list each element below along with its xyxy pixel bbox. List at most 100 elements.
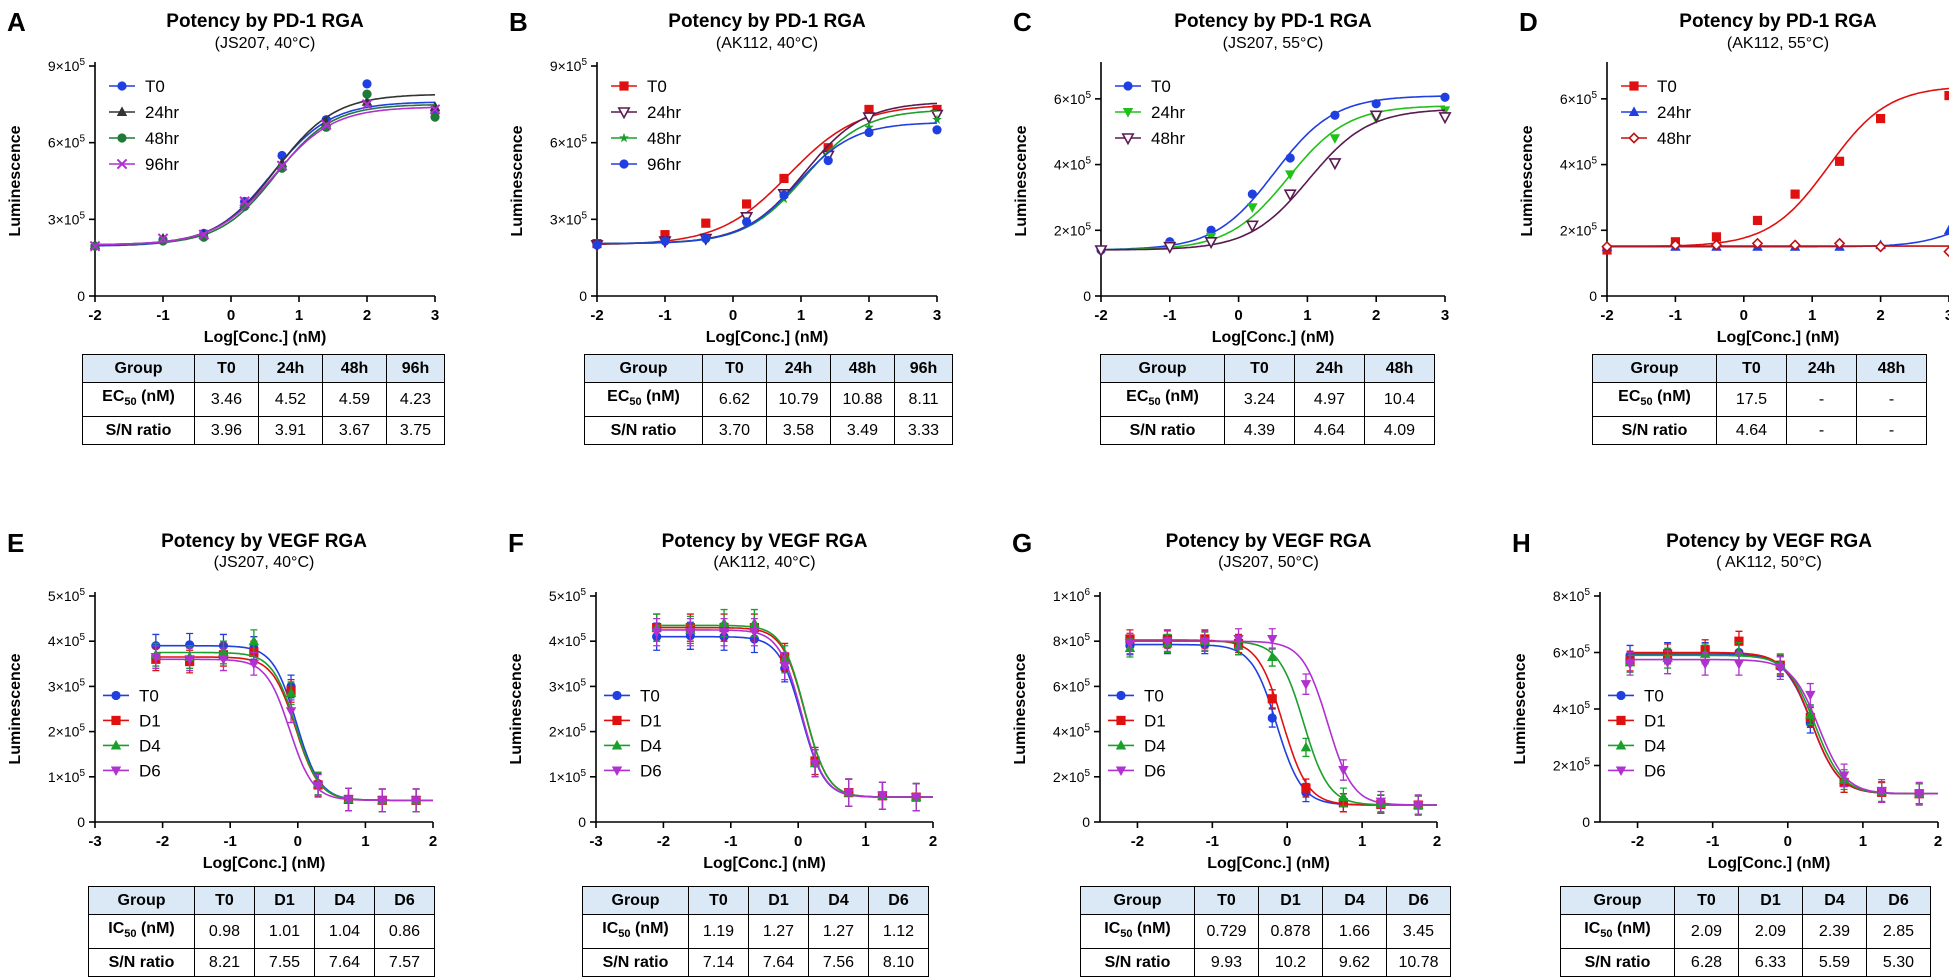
table-row-metric: IC50 (nM) 0.98 1.01 1.04 0.86 bbox=[88, 913, 435, 950]
data-point bbox=[361, 99, 373, 110]
x-axis-label: Log[Conc.] (nM) bbox=[706, 329, 829, 346]
legend-item: D1 bbox=[604, 711, 662, 730]
chart-title: Potency by VEGF RGA bbox=[662, 531, 868, 552]
legend-label: T0 bbox=[1657, 77, 1677, 96]
chart-title: Potency by PD-1 RGA bbox=[668, 11, 866, 32]
series-t0 bbox=[90, 79, 440, 251]
metric-name: EC bbox=[102, 388, 125, 405]
metric-subscript: 50 bbox=[1148, 396, 1161, 409]
data-point bbox=[1267, 651, 1278, 662]
legend-label: D1 bbox=[139, 711, 161, 730]
data-point bbox=[1330, 110, 1340, 120]
data-point bbox=[1876, 786, 1887, 797]
table-header-row: Group T0 24h 48h bbox=[1592, 354, 1927, 383]
data-point bbox=[1328, 158, 1342, 171]
legend: T0 D1 D4 D6 bbox=[103, 686, 161, 780]
legend-label: D4 bbox=[640, 736, 662, 755]
y-axis-label: Luminescence bbox=[1519, 125, 1536, 236]
table-cell: 1.19 bbox=[688, 913, 749, 950]
table-cell: 4.59 bbox=[322, 381, 387, 418]
data-point bbox=[312, 781, 324, 792]
metric-unit: (nM) bbox=[1160, 388, 1199, 405]
data-point bbox=[1789, 239, 1801, 251]
legend-item: T0 bbox=[611, 77, 667, 96]
data-point bbox=[199, 232, 209, 242]
data-point bbox=[285, 707, 297, 717]
table-header-group: Group bbox=[82, 354, 195, 383]
data-point bbox=[362, 89, 372, 99]
y-tick-label: 0 bbox=[1083, 288, 1091, 304]
table-row-sn: S/N ratio 4.39 4.64 4.09 bbox=[1100, 416, 1435, 446]
table-header-cell: D1 bbox=[1258, 886, 1323, 915]
table-row-metric: IC50 (nM) 1.19 1.27 1.27 1.12 bbox=[582, 913, 929, 950]
table-cell: 10.2 bbox=[1258, 948, 1323, 977]
data-point bbox=[701, 233, 711, 244]
table-cell: 2.39 bbox=[1802, 913, 1867, 950]
x-tick-label: 3 bbox=[933, 307, 941, 324]
legend-marker bbox=[612, 690, 622, 701]
legend-item: D1 bbox=[1108, 711, 1166, 730]
data-point bbox=[1371, 99, 1381, 109]
series-t0 bbox=[1096, 92, 1450, 255]
y-tick-label: 0 bbox=[1589, 288, 1597, 304]
table-cell: 7.64 bbox=[748, 948, 809, 977]
data-point bbox=[1834, 156, 1845, 166]
legend-marker bbox=[619, 132, 629, 143]
table-header-group: Group bbox=[88, 886, 195, 915]
data-point bbox=[1300, 680, 1312, 690]
table-cell: 3.46 bbox=[194, 381, 259, 418]
table-header-row: Group T0 24h 48h 96h bbox=[584, 354, 953, 383]
data-point bbox=[1790, 189, 1800, 199]
legend-label: T0 bbox=[1644, 686, 1664, 705]
table-cell: 4.39 bbox=[1224, 416, 1295, 446]
table-header-cell: T0 bbox=[194, 354, 259, 383]
data-point bbox=[1369, 110, 1383, 123]
y-tick-label: 1×106 bbox=[1053, 587, 1091, 604]
legend-marker bbox=[1628, 106, 1640, 116]
legend-item: T0 bbox=[1621, 77, 1677, 96]
x-tick-label: -2 bbox=[88, 307, 101, 324]
sn-label: S/N ratio bbox=[582, 948, 689, 977]
legend-label: 24hr bbox=[647, 103, 681, 122]
legend-label: 96hr bbox=[145, 155, 179, 174]
legend-label: T0 bbox=[1151, 77, 1171, 96]
x-tick-label: 2 bbox=[363, 307, 371, 324]
legend-item: D4 bbox=[103, 736, 161, 755]
x-tick-label: 2 bbox=[1876, 307, 1884, 324]
table-header-cell: 48h bbox=[830, 354, 895, 383]
table-header-cell: T0 bbox=[1716, 354, 1787, 383]
legend-marker bbox=[1123, 81, 1133, 91]
data-point bbox=[1710, 239, 1723, 251]
table-cell: - bbox=[1856, 381, 1927, 418]
legend-label: D1 bbox=[1644, 711, 1666, 730]
legend-marker bbox=[1616, 715, 1626, 726]
table-cell: 2.09 bbox=[1674, 913, 1739, 950]
chart-panel-h: H Potency by VEGF RGA ( AK112, 50°C) -2 -1 0 1… bbox=[1512, 528, 1942, 872]
table-cell: 9.62 bbox=[1322, 948, 1387, 977]
chart-subtitle: (AK112, 55°C) bbox=[1727, 35, 1829, 52]
legend-marker bbox=[117, 133, 127, 143]
y-tick-label: 2×105 bbox=[48, 723, 86, 740]
legend-marker bbox=[1122, 108, 1134, 118]
legend-item: D4 bbox=[1108, 736, 1166, 755]
data-point bbox=[1301, 783, 1311, 793]
legend-marker bbox=[617, 107, 631, 120]
metric-name: IC bbox=[1584, 920, 1601, 937]
legend-item: T0 bbox=[604, 686, 660, 705]
data-point bbox=[1751, 237, 1764, 250]
results-table: Group T0 24h 48h EC50 (nM) 17.5- - S/N ratio 4.6… bbox=[1592, 354, 1927, 446]
table-cell: 6.62 bbox=[702, 381, 767, 418]
y-tick-label: 6×105 bbox=[1553, 644, 1591, 661]
results-table: Group T0 D1 D4 D6 IC50 (nM) 2.09 2.09 2.39 2.85 S/… bbox=[1560, 886, 1931, 977]
x-tick-label: -2 bbox=[1631, 833, 1644, 850]
table-cell: 3.49 bbox=[830, 416, 895, 446]
y-tick-label: 8×105 bbox=[1053, 632, 1091, 649]
legend-marker bbox=[1116, 690, 1126, 701]
series-48hr bbox=[90, 89, 440, 251]
series-d6 bbox=[150, 645, 433, 813]
series-24hr bbox=[89, 94, 441, 249]
x-tick-label: -2 bbox=[1131, 833, 1144, 850]
x-tick-label: 0 bbox=[1784, 833, 1792, 850]
data-point bbox=[685, 628, 696, 638]
table-cell: 8.11 bbox=[894, 381, 953, 418]
